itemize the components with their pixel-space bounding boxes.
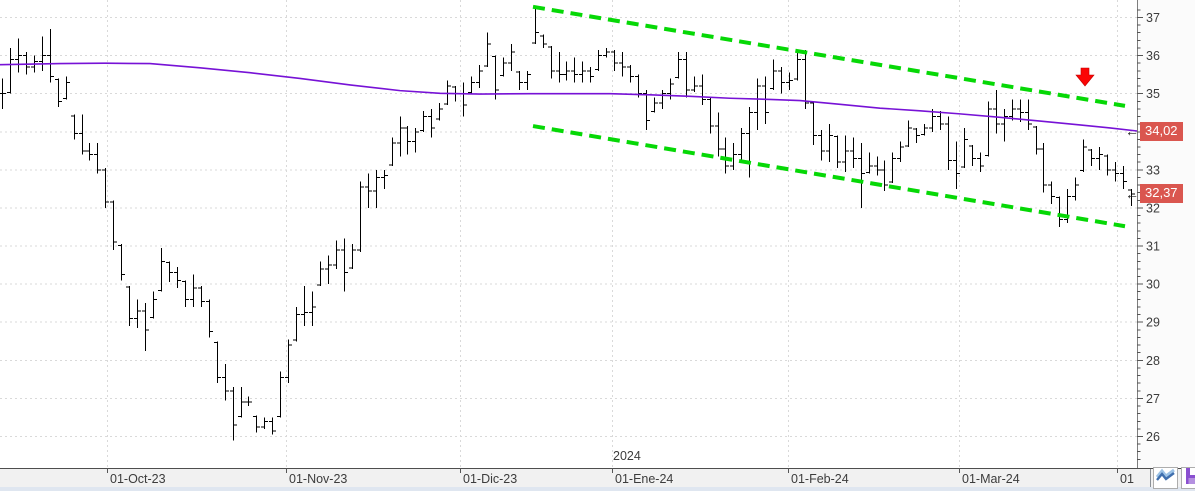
down-arrow-annotation bbox=[1075, 67, 1095, 87]
save-button[interactable] bbox=[1181, 467, 1195, 489]
x-axis-tick-label: 01-Mar-24 bbox=[962, 472, 1020, 486]
price-marker-value: 32,37 bbox=[1140, 184, 1183, 204]
channel-upper-line bbox=[532, 4, 1126, 108]
price-marker-value: 34,02 bbox=[1140, 121, 1183, 141]
x-axis-strip bbox=[0, 469, 1195, 488]
y-axis-label: 29 bbox=[1146, 316, 1160, 330]
y-axis-strip[interactable] bbox=[1137, 0, 1195, 468]
x-axis-tick-label: 01-Dic-23 bbox=[463, 472, 517, 486]
x-axis-tick-label: 01-Oct-23 bbox=[110, 472, 166, 486]
y-axis-label: 26 bbox=[1146, 430, 1160, 444]
gridlines bbox=[0, 0, 1137, 468]
floppy-disk-icon bbox=[1185, 467, 1195, 490]
x-axis-tick-label: 01-Nov-23 bbox=[289, 472, 347, 486]
channel-lower-line bbox=[532, 124, 1126, 229]
zigzag-wave-icon bbox=[1155, 468, 1175, 489]
y-axis-label: 33 bbox=[1146, 163, 1160, 177]
y-axis-label: 31 bbox=[1146, 240, 1160, 254]
indicator-button[interactable] bbox=[1153, 467, 1178, 489]
x-axis-tick-label: 01-Ene-24 bbox=[615, 472, 673, 486]
x-axis-tick-label: 01-Feb-24 bbox=[791, 472, 849, 486]
y-axis-ticks bbox=[1137, 9, 1143, 460]
price-marker: ← 34,02 bbox=[1125, 121, 1183, 141]
y-axis-label: 27 bbox=[1146, 392, 1160, 406]
y-axis-label: 28 bbox=[1146, 354, 1160, 368]
trend-channel bbox=[532, 4, 1126, 229]
y-axis-label: 35 bbox=[1146, 87, 1160, 101]
y-axis-label: 36 bbox=[1146, 49, 1160, 63]
year-label: 2024 bbox=[613, 449, 641, 463]
price-marker: ← 32,37 bbox=[1125, 184, 1183, 204]
x-axis-ticks[interactable]: 01-Oct-23 01-Nov-23 01-Dic-23 01-Ene-24 01-F… bbox=[107, 468, 1134, 486]
y-axis-label: 30 bbox=[1146, 278, 1160, 292]
price-pointer-arrow-icon: ← bbox=[1125, 123, 1139, 139]
moving-average-line bbox=[0, 62, 1138, 132]
corner-separator bbox=[1150, 469, 1151, 487]
x-axis-tick-label: 01 bbox=[1120, 472, 1134, 486]
scrollbar-strip[interactable] bbox=[0, 487, 1195, 491]
y-axis-label: 37 bbox=[1146, 11, 1160, 25]
y-axis-label: 32 bbox=[1146, 201, 1160, 215]
price-pointer-arrow-icon: ← bbox=[1125, 185, 1139, 202]
